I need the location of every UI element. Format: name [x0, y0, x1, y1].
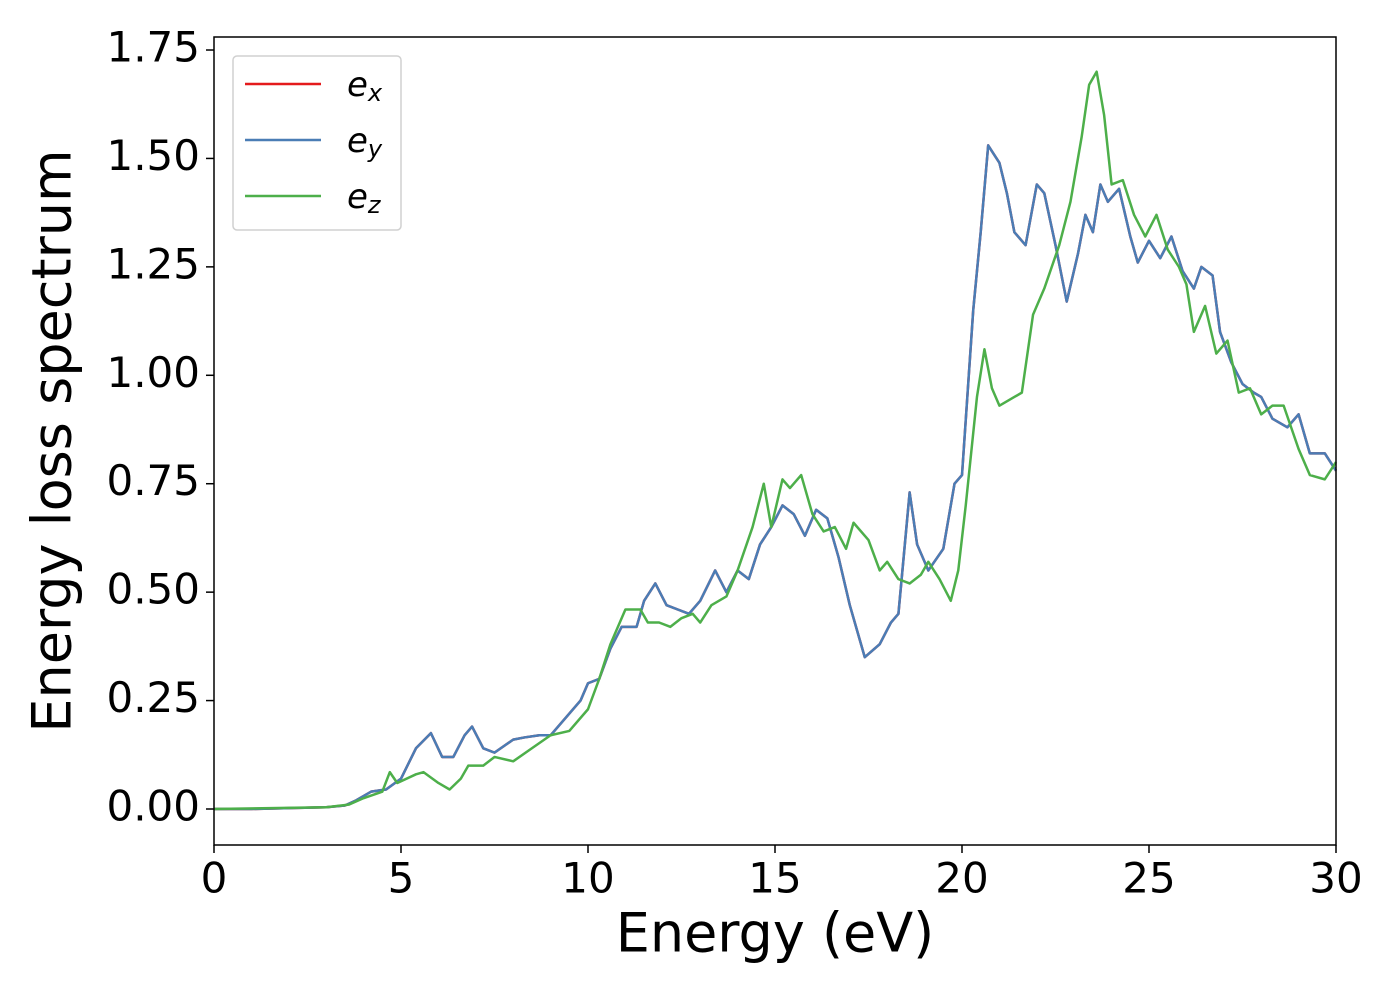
y-tick-label: 0.25: [106, 673, 200, 722]
y-tick-label: 0.00: [106, 782, 200, 831]
x-tick-label: 5: [388, 854, 415, 903]
y-tick-label: 1.25: [106, 239, 200, 288]
series-line: [213, 70, 1338, 811]
x-tick-label: 20: [935, 854, 988, 903]
x-tick-label: 0: [201, 854, 228, 903]
legend-label: ez: [347, 177, 382, 220]
legend-label: ey: [347, 121, 383, 164]
y-tick-label: 1.00: [106, 348, 200, 397]
plot-frame: [213, 36, 1337, 846]
legend-label: ex: [347, 65, 383, 108]
x-tick-label: 30: [1309, 854, 1362, 903]
x-tick-label: 10: [561, 854, 614, 903]
x-tick-label: 15: [748, 854, 801, 903]
y-axis-label: Energy loss spectrum: [21, 149, 84, 732]
x-tick-label: 25: [1122, 854, 1175, 903]
legend: ex ey ez: [232, 55, 402, 231]
series-line: [214, 144, 1338, 811]
y-tick-label: 0.50: [106, 565, 200, 614]
y-tick-label: 1.75: [106, 23, 200, 72]
x-axis-label: Energy (eV): [616, 902, 935, 965]
legend-box: [232, 55, 402, 231]
y-tick-label: 0.75: [106, 456, 200, 505]
y-tick-label: 1.50: [106, 131, 200, 180]
